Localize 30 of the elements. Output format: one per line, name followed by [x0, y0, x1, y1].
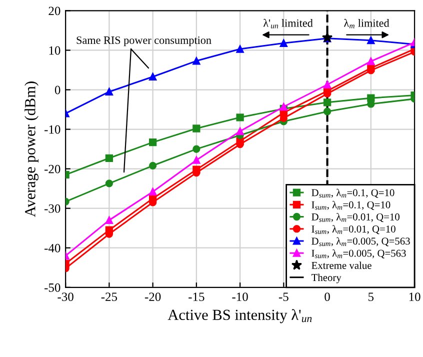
x-axis-title: Active BS intensity λ'$_{un}$ — [168, 309, 312, 324]
x-tick-label: -5 — [278, 292, 288, 302]
annotation: Same RIS power consumption — [76, 36, 212, 46]
legend-label: I$_{sum}$, λ$_{m}$=0.005, Q=563 — [312, 249, 406, 258]
y-tick-label: -30 — [44, 204, 60, 213]
y-tick-label: -20 — [44, 164, 60, 174]
y-tick-label: 20 — [48, 6, 60, 16]
x-tick-label: 0 — [324, 292, 330, 302]
legend-label: D$_{sum}$, λ$_{m}$=0.1, Q=10 — [312, 188, 394, 198]
y-tick-label: -40 — [44, 244, 60, 252]
x-tick-label: -20 — [144, 292, 161, 302]
y-tick-label: -50 — [44, 283, 60, 292]
legend-label: I$_{sum}$, λ$_{m}$=0.1, Q=10 — [312, 200, 390, 210]
x-tick-label: 5 — [368, 292, 374, 302]
x-tick-label: -30 — [58, 292, 74, 302]
legend-label: I$_{sum}$, λ$_{m}$=0.01, Q=10 — [312, 225, 396, 234]
legend-label: Theory — [312, 274, 342, 284]
x-tick-label: -25 — [101, 292, 118, 302]
legend-label: Extreme value — [312, 262, 372, 269]
y-tick-label: 0 — [54, 86, 60, 94]
x-tick-label: -15 — [188, 292, 204, 302]
y-axis-title: Average power (dBm) — [24, 82, 38, 218]
y-tick-label: 10 — [49, 46, 60, 55]
y-tick-label: -10 — [44, 125, 60, 134]
legend-label: D$_{sum}$, λ$_{m}$=0.01, Q=10 — [312, 213, 400, 222]
annotation: λ$_{m}$ limited — [344, 18, 390, 28]
x-tick-label: -10 — [232, 292, 248, 302]
x-tick-label: 10 — [409, 292, 420, 302]
legend-label: D$_{sum}$, λ$_{m}$=0.005, Q=563 — [312, 237, 410, 246]
annotation: λ'$_{un}$ limited — [263, 18, 313, 28]
